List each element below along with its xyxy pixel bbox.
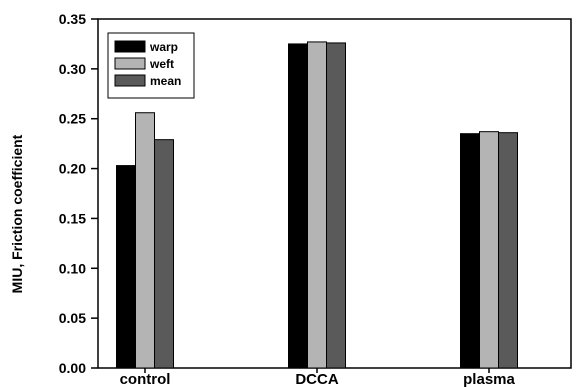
y-tick-label: 0.20 (59, 161, 86, 177)
x-tick-label-plasma: plasma (463, 371, 515, 387)
y-tick-label: 0.35 (59, 11, 86, 27)
bar-mean-dcca (326, 42, 346, 369)
y-tick-label: 0.15 (59, 210, 86, 226)
y-tick-label: 0.00 (59, 360, 86, 376)
y-tick-label: 0.30 (59, 61, 86, 77)
bar-mean-control (154, 139, 174, 369)
x-tick-label-dcca: DCCA (295, 371, 338, 387)
y-tick-label: 0.25 (59, 111, 86, 127)
bar-warp-dcca (288, 43, 308, 369)
bar-mean-plasma (498, 132, 518, 369)
legend-swatch-mean (114, 74, 146, 87)
y-tick-label: 0.10 (59, 260, 86, 276)
bar-weft-plasma (479, 131, 499, 369)
legend-label-mean: mean (150, 74, 181, 88)
bar-weft-control (135, 112, 155, 369)
y-tick-label: 0.05 (59, 310, 86, 326)
legend-label-warp: warp (149, 40, 178, 54)
bar-weft-dcca (307, 41, 327, 369)
bar-warp-plasma (460, 133, 480, 369)
legend-swatch-warp (114, 40, 146, 53)
legend-swatch-weft (114, 57, 146, 70)
x-tick-label-control: control (120, 371, 171, 387)
plot-area: 0.00 0.05 0.10 0.15 0.20 0.25 0.30 0.35 control D… (59, 11, 572, 387)
y-axis-title: MIU, Friction coefficient (9, 134, 25, 293)
legend-label-weft: weft (149, 57, 174, 71)
bar-warp-control (116, 165, 136, 369)
